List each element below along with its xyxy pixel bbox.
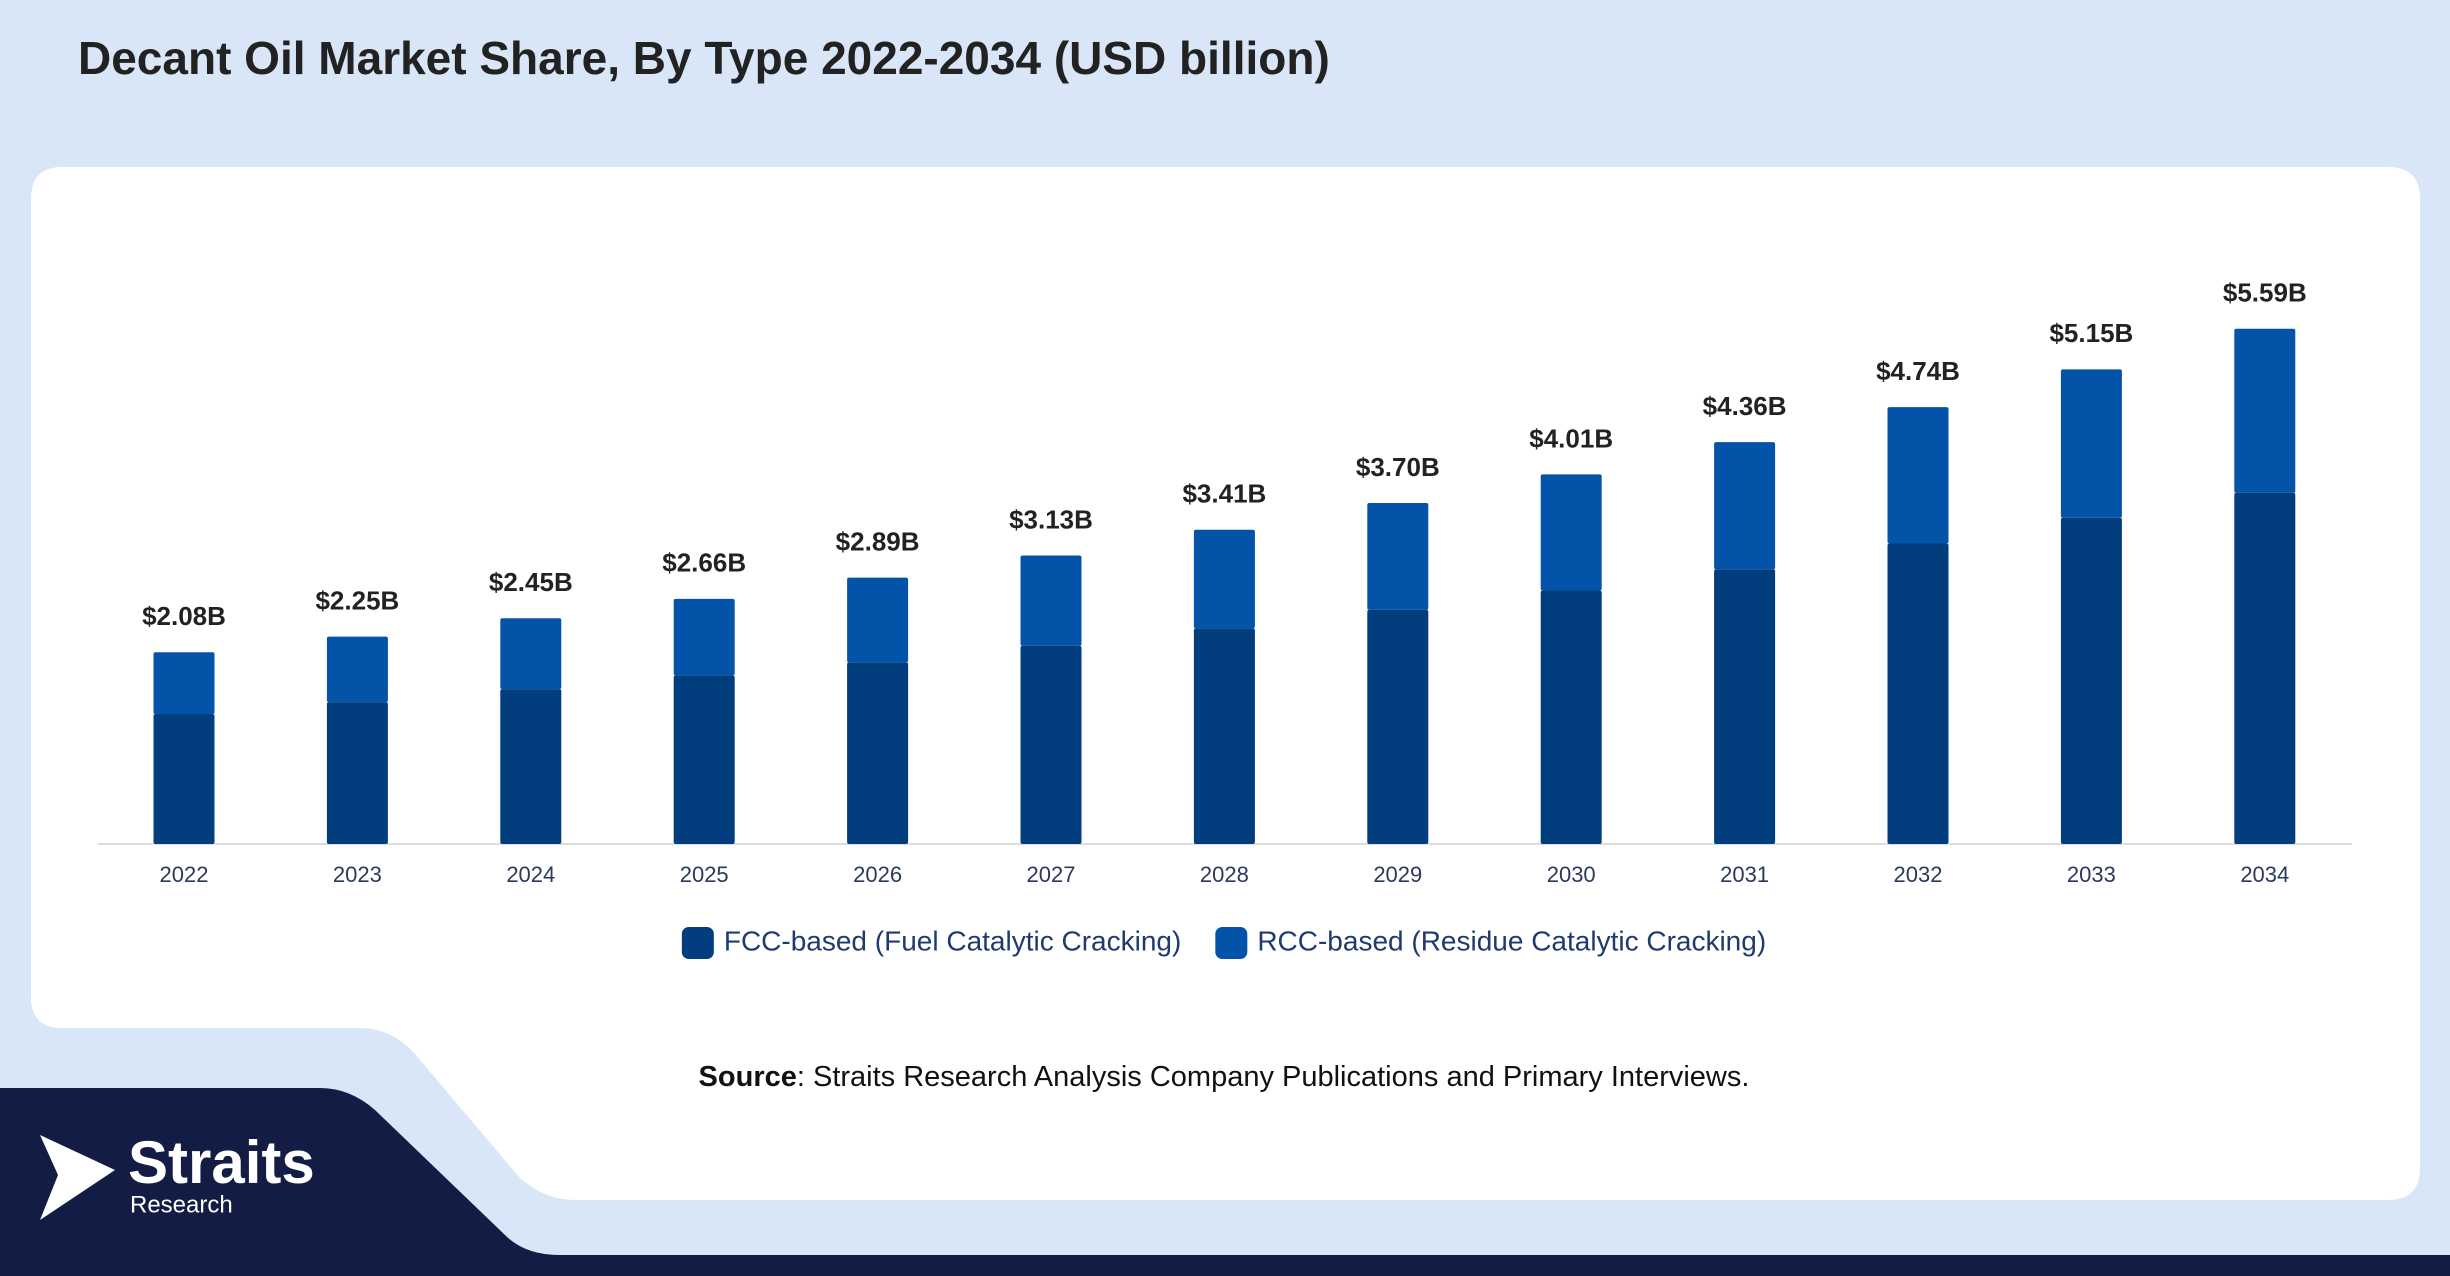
bar-segment [1540,590,1602,844]
legend-label: RCC-based (Residue Catalytic Cracking) [1257,925,1766,956]
chart-title: Decant Oil Market Share, By Type 2022-20… [78,32,1330,84]
x-tick-label: 2026 [853,862,902,887]
bar-segment [1367,609,1429,844]
total-label: $2.08B [142,601,226,631]
bar-segment [673,598,735,676]
legend: FCC-based (Fuel Catalytic Cracking) RCC-b… [681,925,1766,959]
bar-segment [1020,555,1082,646]
x-tick-label: 2028 [1200,862,1249,887]
total-label: $3.13B [1009,504,1093,534]
x-tick-label: 2024 [506,862,555,887]
x-tick-label: 2030 [1547,862,1596,887]
bar-segment [2060,369,2122,518]
x-tick-label: 2027 [1027,862,1076,887]
x-tick-label: 2034 [2240,862,2289,887]
total-label: $2.25B [315,586,399,616]
legend-swatch [1215,927,1248,959]
bar-segment [1714,569,1776,844]
bar-segment [153,714,215,844]
bar-segment [153,652,215,715]
bar-segment [1367,502,1429,610]
bar-segment [500,689,562,844]
x-tick-label: 2033 [2067,862,2116,887]
total-label: $3.70B [1356,452,1440,482]
legend-label: FCC-based (Fuel Catalytic Cracking) [724,925,1181,956]
source-label: Source [699,1061,797,1093]
legend-swatch [681,927,714,959]
total-label: $2.89B [836,527,920,557]
bar-segment [2060,517,2122,844]
total-label: $4.01B [1529,423,1613,453]
total-label: $2.45B [489,567,573,597]
bar-segment [1887,407,1949,544]
x-tick-label: 2031 [1720,862,1769,887]
source: Source: Straits Research Analysis Compan… [699,1061,1750,1093]
bar-segment [1020,645,1082,844]
logo-icon [40,1135,115,1220]
bar-segment [2234,328,2296,493]
total-label: $5.15B [2049,318,2133,348]
bar-segment [847,577,909,663]
total-label: $2.66B [662,548,746,578]
x-tick-label: 2022 [160,862,209,887]
total-label: $3.41B [1182,479,1266,509]
bar-segment [500,618,562,690]
logo-sub: Research [130,1191,233,1218]
logo-name: Straits [128,1129,315,1196]
bar-segment [1714,442,1776,570]
bar-segment [326,636,388,703]
x-tick-label: 2023 [333,862,382,887]
bar-segment [1193,628,1255,844]
bar-segment [2234,492,2296,844]
x-tick-label: 2025 [680,862,729,887]
bar-segment [326,702,388,844]
x-tick-label: 2029 [1373,862,1422,887]
bar-segment [1193,529,1255,629]
total-label: $5.59B [2223,278,2307,308]
total-label: $4.36B [1703,391,1787,421]
bar-segment [1887,543,1949,844]
footer-band [0,1088,2450,1276]
bar-segment [1540,474,1602,591]
bar-segment [673,675,735,844]
bar-segment [847,662,909,844]
x-tick-label: 2032 [1894,862,1943,887]
source-text: : Straits Research Analysis Company Publ… [797,1061,1750,1093]
total-label: $4.74B [1876,356,1960,386]
